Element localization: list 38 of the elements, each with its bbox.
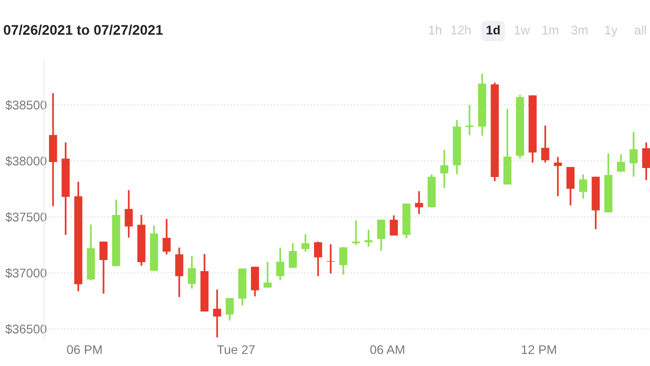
candlestick [364, 228, 373, 248]
candlestick [213, 288, 222, 338]
candlestick [99, 240, 108, 294]
chart-title: 07/26/2021 to 07/27/2021 [4, 24, 163, 35]
x-tick-label: 12 PM [522, 345, 556, 354]
candlestick [579, 174, 588, 200]
candlestick [566, 166, 575, 206]
text: 1d [486, 25, 500, 34]
candlestick [124, 189, 133, 238]
candlestick [288, 242, 297, 269]
candlestick [390, 214, 398, 236]
candlestick [162, 218, 171, 256]
candlestick [339, 246, 348, 276]
candlestick [642, 142, 650, 181]
y-tick-label: $37500 [5, 212, 46, 222]
candlestick [264, 260, 272, 288]
y-tick-label: $36500 [5, 324, 46, 334]
candlestick [554, 156, 562, 198]
y-tick-label: $38500 [5, 100, 46, 110]
candlestick [276, 246, 284, 282]
candlestick [188, 255, 196, 290]
candlestick [465, 104, 474, 136]
candlestick [175, 246, 184, 298]
candlestick [630, 130, 638, 178]
candlestick [616, 153, 626, 173]
x-tick-label: 06 PM [67, 345, 102, 354]
candlestick [541, 124, 550, 164]
candlestick [440, 149, 448, 189]
candlestick [377, 218, 386, 252]
y-tick-label: $38000 [5, 156, 46, 166]
x-tick-label: Tue 27 [217, 345, 255, 354]
y-tick-label: $37000 [5, 268, 46, 278]
candlestick [301, 233, 310, 252]
candlestick [415, 190, 424, 215]
candlestick [314, 240, 322, 278]
candlestick [250, 266, 260, 298]
x-tick-label: 06 AM [370, 345, 404, 354]
candlestick [226, 297, 234, 322]
